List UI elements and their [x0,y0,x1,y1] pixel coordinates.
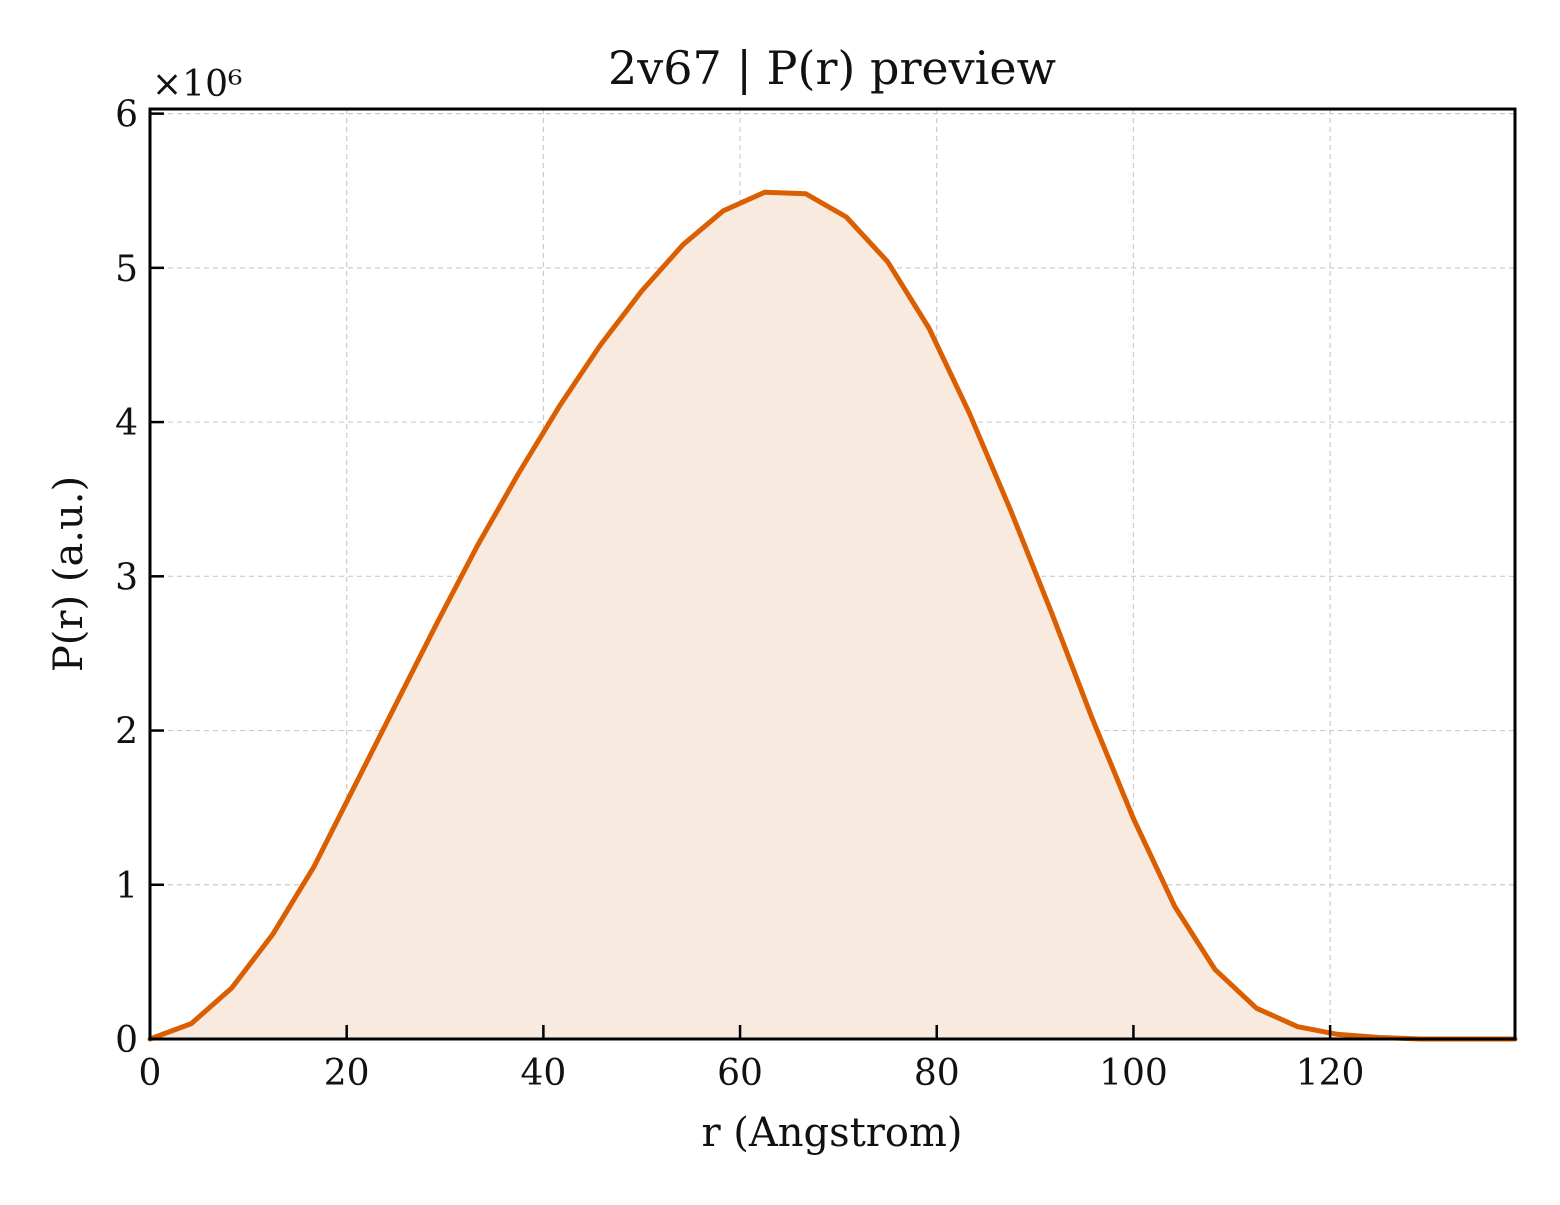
pr-area-fill [150,192,1515,1040]
tick-layer: 0 20 40 60 80 100 120 0 1 2 3 4 5 6 [115,95,1364,1094]
y-tick-label: 5 [115,249,138,290]
y-tick-label: 6 [115,95,138,136]
x-tick-label: 120 [1296,1053,1365,1094]
y-tick-label: 2 [115,712,138,753]
x-tick-label: 60 [717,1053,763,1094]
area-fill-layer [150,192,1515,1040]
plot-frame [148,107,1517,1041]
x-tick-label: 40 [520,1053,566,1094]
x-tick-label: 0 [139,1053,162,1094]
y-tick-label: 1 [115,866,138,907]
y-axis-multiplier: ×10⁶ [152,64,242,105]
x-tick-label: 100 [1099,1053,1168,1094]
pr-series-line [147,189,1518,1042]
x-axis-label: r (Angstrom) [701,1110,962,1156]
y-tick-label: 3 [115,557,138,598]
series-line-layer [147,189,1518,1042]
x-tick-label: 80 [914,1053,960,1094]
chart-title: 2v67 | P(r) preview [608,41,1056,95]
y-axis-label: P(r) (a.u.) [46,476,92,672]
x-tick-label: 20 [324,1053,370,1094]
y-tick-label: 0 [115,1020,138,1061]
y-tick-label: 4 [115,403,138,444]
